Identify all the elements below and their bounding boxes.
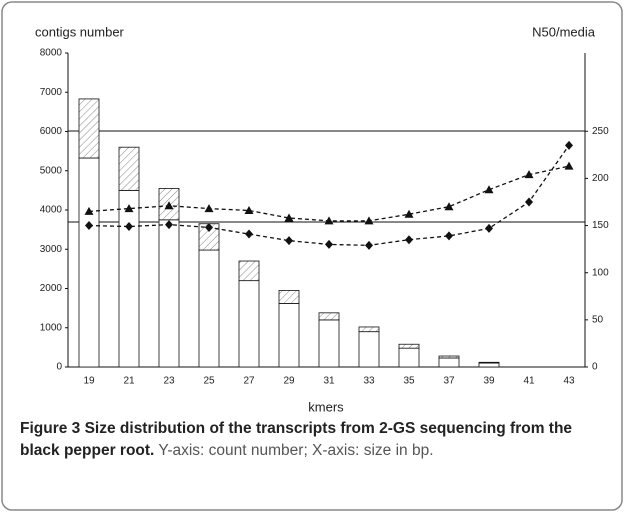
line-marker <box>405 235 413 245</box>
x-tick-label: 43 <box>563 376 575 387</box>
y2-tick-label: 50 <box>592 314 604 325</box>
bar-segment <box>398 343 420 349</box>
y-tick-label: 3000 <box>40 244 63 255</box>
x-tick-label: 21 <box>123 376 135 387</box>
line-marker <box>444 202 454 211</box>
bar-segment <box>238 280 260 368</box>
line-marker <box>164 201 174 210</box>
line-marker <box>205 222 213 232</box>
x-tick-label: 33 <box>363 376 375 387</box>
line-marker <box>485 223 493 233</box>
x-tick-label: 31 <box>323 376 335 387</box>
y-tick-label: 4000 <box>40 205 63 216</box>
line-marker <box>445 231 453 241</box>
line-marker <box>85 221 93 231</box>
bar-segment <box>478 362 500 368</box>
x-tick-label: 19 <box>83 376 95 387</box>
line-marker <box>245 229 253 239</box>
line-marker <box>204 204 214 213</box>
bar-segment <box>358 326 380 333</box>
y-tick-label: 1000 <box>40 322 63 333</box>
line-marker <box>365 240 373 250</box>
line-marker <box>124 204 134 213</box>
line-marker <box>565 140 573 150</box>
y-tick-label: 7000 <box>40 87 63 98</box>
bar-segment <box>118 146 140 191</box>
line-marker <box>285 236 293 246</box>
y-tick-label: 2000 <box>40 283 63 294</box>
bar-segment <box>438 357 460 368</box>
x-tick-label: 39 <box>483 376 495 387</box>
bar-segment <box>278 303 300 368</box>
caption-text: Y-axis: count number; X-axis: size in bp… <box>158 442 434 459</box>
bar-segment <box>78 98 100 159</box>
y2-tick-label: 250 <box>592 126 609 137</box>
bar-segment <box>318 319 340 368</box>
line-marker <box>325 239 333 249</box>
y2-axis-label: N50/media <box>532 24 596 39</box>
bar-segment <box>318 312 340 321</box>
y-tick-label: 5000 <box>40 165 63 176</box>
bar-segment <box>358 331 380 368</box>
bar-segment <box>158 219 180 368</box>
line-marker <box>364 216 374 225</box>
line-marker <box>244 205 254 214</box>
y2-tick-label: 150 <box>592 220 609 231</box>
bar-segment <box>198 249 220 368</box>
line-marker <box>165 220 173 230</box>
line-marker <box>284 213 294 222</box>
line-marker <box>524 170 534 179</box>
bar-segment <box>78 157 100 368</box>
line-marker <box>525 197 533 207</box>
line-marker <box>125 222 133 232</box>
line-marker <box>324 216 334 225</box>
y2-tick-label: 100 <box>592 267 609 278</box>
caption-label: Figure 3 Size distribution of the transc… <box>20 420 573 459</box>
x-tick-label: 27 <box>243 376 255 387</box>
x-tick-label: 23 <box>163 376 175 387</box>
bar-segment <box>398 347 420 368</box>
y-tick-label: 0 <box>56 362 62 373</box>
bar-segment <box>438 355 460 359</box>
line-marker <box>484 185 494 194</box>
y2-tick-label: 200 <box>592 173 609 184</box>
bar-segment <box>478 361 500 364</box>
bar-segment <box>238 260 260 282</box>
line-marker <box>404 209 414 218</box>
line-marker <box>564 161 574 170</box>
x-tick-label: 41 <box>523 376 535 387</box>
x-tick-label: 29 <box>283 376 295 387</box>
x-tick-label: 35 <box>403 376 415 387</box>
y-tick-label: 6000 <box>40 126 63 137</box>
line-marker <box>84 206 94 215</box>
y2-tick-label: 0 <box>592 362 598 373</box>
caption: Figure 3 Size distribution of the transc… <box>20 418 612 462</box>
x-tick-label: 37 <box>443 376 455 387</box>
bar-segment <box>278 290 300 304</box>
y-axis-label: contigs number <box>35 24 125 39</box>
y-tick-label: 8000 <box>40 48 63 59</box>
x-tick-label: 25 <box>203 376 215 387</box>
x-axis-label: kmers <box>308 399 344 414</box>
bar-segment <box>118 189 140 368</box>
